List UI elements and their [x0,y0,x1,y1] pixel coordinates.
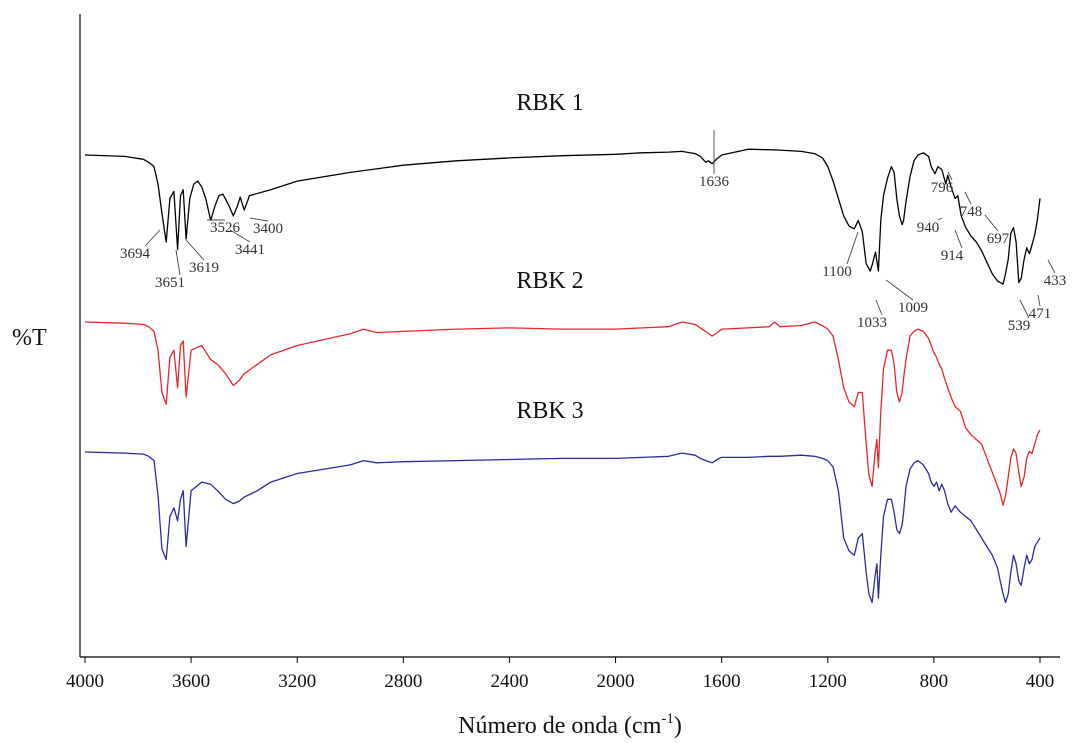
peak-label: 433 [1044,273,1067,289]
x-axis-title: Número de onda (cm-1) [458,711,682,739]
x-tick-label: 2400 [490,671,528,692]
x-tick-label: 3200 [278,671,316,692]
axes [79,14,1060,658]
peak-leader-line [885,279,914,301]
peak-label: 3694 [120,246,151,262]
x-axis-title-end: ) [674,713,682,739]
series-line-rbk-3 [84,451,1041,604]
peak-label: 1100 [822,264,851,280]
series-labels: RBK 1 RBK 2 RBK 3 [516,90,583,424]
peak-label: 1009 [898,300,928,316]
peak-label: 471 [1029,306,1052,322]
x-tick-label: 1600 [703,671,741,692]
peak-leader-line [964,191,972,205]
peak-leader-line [229,229,251,243]
peak-label: 539 [1008,318,1031,334]
peak-label: 796 [931,180,954,196]
peak-label: 3400 [253,221,283,237]
peak-leader-line [954,229,963,249]
series-layer [84,148,1041,604]
peak-label: 914 [941,248,964,264]
x-tick-label: 800 [920,671,949,692]
x-tick-label: 2000 [597,671,635,692]
peak-label: 1636 [699,174,730,190]
series-line-rbk-2 [84,321,1041,506]
series-label: RBK 2 [516,268,583,294]
peak-leader-line [947,171,953,181]
peak-label: 697 [987,231,1010,247]
peak-leader-line [185,239,205,261]
peak-label: 3441 [235,242,265,258]
x-axis-title-main: Número de onda (cm [458,713,662,739]
x-tick-label: 1200 [809,671,847,692]
peak-label: 3651 [155,275,185,291]
peak-label: 940 [917,220,940,236]
x-tick-label: 4000 [66,671,104,692]
peak-leader-line [1037,294,1041,307]
x-tick-label: 3600 [172,671,210,692]
peak-leader-line [144,229,161,247]
series-label: RBK 1 [516,90,583,116]
series-label: RBK 3 [516,398,583,424]
peak-leader-line [1047,259,1056,274]
peak-label: 1033 [857,315,887,331]
y-axis-title: %T [12,325,47,351]
x-ticks: 4000 3600 3200 2800 2400 2000 1600 1200 800 400 [66,657,1054,692]
peak-leader-line [846,231,859,265]
peak-leader-line [984,214,999,232]
x-tick-label: 400 [1026,671,1055,692]
peak-leader-line [875,299,883,316]
peak-leader-line [937,217,943,221]
x-tick-label: 2800 [384,671,422,692]
series-line-rbk-1 [84,148,1041,285]
peak-leader-line [1019,299,1030,319]
peak-label: 3619 [189,260,219,276]
peak-leader-line [175,249,181,276]
x-axis-title-sup: -1 [661,711,674,727]
peak-leader-line [249,217,269,222]
peak-label: 748 [960,204,983,220]
peak-annotations: 3694365136193526344134001636110010331009… [120,130,1066,334]
